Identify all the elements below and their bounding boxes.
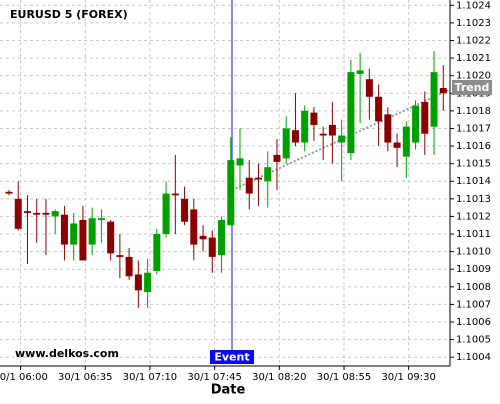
candle-body	[181, 198, 189, 222]
candle-body	[291, 130, 299, 143]
x-tick-label: 30/1 07:45	[187, 372, 241, 383]
trend-label-box	[452, 80, 492, 95]
x-axis-labels: 30/1 06:00 30/1 06:35 30/1 07:10 30/1 07:45…	[0, 366, 436, 383]
candle-body	[107, 221, 115, 254]
x-tick-label: 30/1 08:55	[317, 372, 371, 383]
candle-body	[171, 193, 179, 196]
x-tick-label: 30/1 07:10	[123, 372, 177, 383]
x-tick-label: 30/1 08:20	[252, 372, 306, 383]
y-tick-label: 1.1011	[456, 229, 491, 240]
candle-body	[218, 219, 226, 256]
y-tick-label: 1.1006	[456, 317, 491, 328]
candle-body	[134, 274, 142, 291]
candle-body	[338, 135, 346, 143]
y-tick-label: 1.1013	[456, 194, 491, 205]
candle-body	[254, 177, 262, 180]
candle-body	[402, 126, 410, 157]
y-tick-label: 1.1007	[456, 299, 491, 310]
y-tick-label: 1.1008	[456, 282, 491, 293]
candle-body	[347, 72, 355, 154]
candle-body	[88, 218, 96, 245]
event-label-box	[210, 350, 254, 364]
y-tick-label: 1.1012	[456, 211, 491, 222]
candle-body	[208, 237, 216, 257]
candle-body	[245, 177, 253, 194]
watermark: www.delkos.com	[15, 347, 119, 360]
trend-label: Trend	[455, 81, 490, 94]
y-tick-label: 1.1016	[456, 141, 491, 152]
y-tick-label: 1.1010	[456, 247, 491, 258]
candle-body	[144, 272, 152, 293]
candle-body	[70, 223, 78, 245]
x-tick-label: 30/1 06:35	[58, 372, 112, 383]
candle-body	[356, 70, 364, 74]
y-tick-label: 1.1021	[456, 53, 491, 64]
y-tick-label: 1.1014	[456, 176, 491, 187]
y-tick-label: 1.1017	[456, 123, 491, 134]
y-tick-label: 1.1020	[456, 71, 491, 82]
candle-body	[236, 158, 244, 166]
y-tick-label: 1.1023	[456, 18, 491, 29]
candle-body	[430, 72, 438, 127]
candle-body	[384, 114, 392, 143]
y-tick-label: 1.1024	[456, 0, 491, 11]
candle-body	[273, 154, 281, 162]
candle-body	[14, 198, 22, 229]
y-tick-label: 1.1009	[456, 264, 491, 275]
y-tick-label: 1.1022	[456, 35, 491, 46]
candle-body	[190, 209, 198, 245]
candle-body	[5, 191, 13, 194]
grid	[0, 0, 450, 366]
x-axis-title: Date	[211, 383, 246, 398]
y-axis-labels: 1.1004 1.1005 1.1006 1.1007 1.1008 1.1009 1.10…	[450, 0, 491, 363]
y-tick-label: 1.1015	[456, 159, 491, 170]
candle-body	[412, 105, 420, 143]
candle-body	[33, 212, 41, 215]
candle-body	[42, 212, 50, 215]
candle-body	[51, 211, 59, 217]
y-tick-label: 1.1018	[456, 106, 491, 117]
y-tick-label: 1.1005	[456, 335, 491, 346]
x-tick-label: 30/1 06:00	[0, 372, 48, 383]
candle-body	[97, 218, 105, 220]
candle-body	[79, 219, 87, 261]
candle-body	[328, 124, 336, 136]
x-tick-label: 30/1 09:30	[381, 372, 435, 383]
candles	[5, 51, 447, 308]
candle-body	[227, 160, 235, 226]
candle-body	[375, 96, 383, 122]
chart-title: EURUSD 5 (FOREX)	[10, 8, 128, 21]
candle-body	[153, 234, 161, 271]
event-label: Event	[214, 351, 249, 364]
candle-body	[421, 102, 429, 134]
candle-body	[282, 128, 290, 159]
candle-body	[199, 235, 207, 240]
candle-body	[439, 87, 447, 94]
candle-body	[162, 193, 170, 235]
candle-body	[365, 79, 373, 97]
candle-body	[125, 256, 133, 277]
candle-body	[23, 211, 31, 213]
candle-body	[116, 255, 124, 257]
candle-body	[264, 167, 272, 182]
candle-body	[60, 214, 68, 245]
candle-body	[319, 133, 327, 136]
y-tick-label: 1.1004	[456, 352, 491, 363]
candle-body	[393, 142, 401, 148]
candle-body	[310, 112, 318, 125]
candle-body	[301, 110, 309, 143]
